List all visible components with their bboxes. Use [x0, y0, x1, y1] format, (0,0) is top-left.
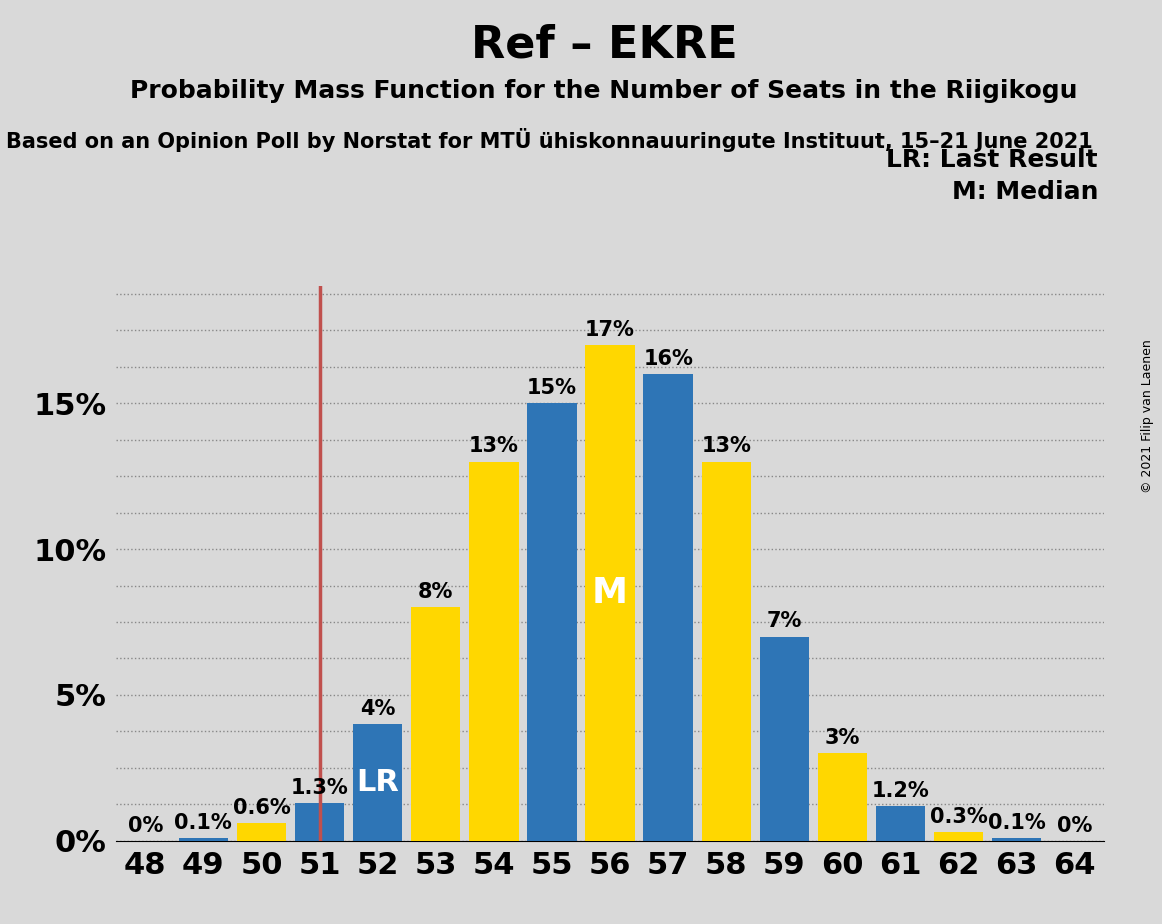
Text: 0%: 0% — [1057, 816, 1092, 835]
Text: 3%: 3% — [825, 728, 860, 748]
Text: LR: LR — [357, 768, 399, 797]
Text: 1.2%: 1.2% — [872, 781, 930, 800]
Bar — [876, 806, 925, 841]
Text: 8%: 8% — [418, 582, 453, 602]
Bar — [934, 833, 983, 841]
Text: M: Median: M: Median — [952, 180, 1098, 204]
Bar — [702, 461, 751, 841]
Bar — [411, 607, 460, 841]
Text: © 2021 Filip van Laenen: © 2021 Filip van Laenen — [1141, 339, 1154, 492]
Bar — [528, 403, 576, 841]
Text: Based on an Opinion Poll by Norstat for MTÜ ühiskonnauuringute Instituut, 15–21 : Based on an Opinion Poll by Norstat for … — [6, 128, 1092, 152]
Text: M: M — [593, 576, 627, 610]
Text: LR: Last Result: LR: Last Result — [887, 148, 1098, 172]
Bar — [469, 461, 518, 841]
Text: 7%: 7% — [767, 612, 802, 631]
Bar — [179, 838, 228, 841]
Text: 4%: 4% — [360, 699, 395, 719]
Text: 1.3%: 1.3% — [290, 778, 349, 797]
Bar — [760, 637, 809, 841]
Text: Ref – EKRE: Ref – EKRE — [471, 23, 738, 67]
Bar — [237, 823, 286, 841]
Bar — [992, 838, 1041, 841]
Text: 13%: 13% — [702, 436, 751, 456]
Bar — [295, 803, 344, 841]
Text: 16%: 16% — [644, 348, 693, 369]
Text: Probability Mass Function for the Number of Seats in the Riigikogu: Probability Mass Function for the Number… — [130, 79, 1078, 103]
Bar — [353, 724, 402, 841]
Text: 0.1%: 0.1% — [174, 813, 232, 833]
Bar — [818, 753, 867, 841]
Text: 0.1%: 0.1% — [988, 813, 1046, 833]
Text: 0.6%: 0.6% — [232, 798, 290, 818]
Text: 0.3%: 0.3% — [930, 807, 988, 827]
Bar — [586, 345, 634, 841]
Bar — [644, 374, 693, 841]
Text: 13%: 13% — [469, 436, 518, 456]
Text: 15%: 15% — [526, 378, 578, 398]
Text: 0%: 0% — [128, 816, 163, 835]
Text: 17%: 17% — [586, 320, 634, 339]
